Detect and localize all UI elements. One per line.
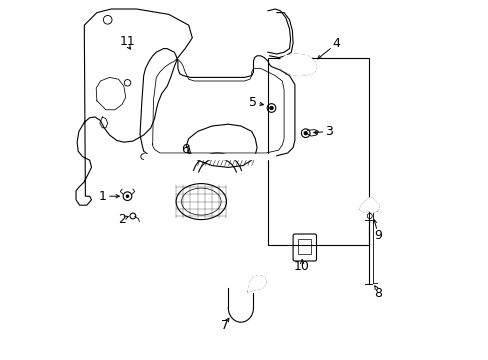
Text: 9: 9 (373, 229, 381, 242)
Polygon shape (359, 198, 379, 212)
Bar (267, 58, 368, 245)
Text: 11: 11 (120, 35, 135, 48)
Circle shape (303, 131, 307, 135)
Polygon shape (247, 275, 265, 292)
Text: 7: 7 (220, 319, 228, 332)
Text: 6: 6 (181, 143, 189, 156)
Text: 8: 8 (373, 287, 381, 300)
Circle shape (269, 106, 273, 110)
Text: 1: 1 (98, 190, 106, 203)
Bar (297, 239, 311, 254)
Text: 10: 10 (293, 260, 309, 273)
Text: 4: 4 (332, 37, 340, 50)
Text: 3: 3 (325, 125, 332, 138)
Text: 5: 5 (249, 96, 257, 109)
Text: 2: 2 (118, 213, 126, 226)
Polygon shape (278, 54, 316, 76)
Circle shape (125, 194, 129, 198)
